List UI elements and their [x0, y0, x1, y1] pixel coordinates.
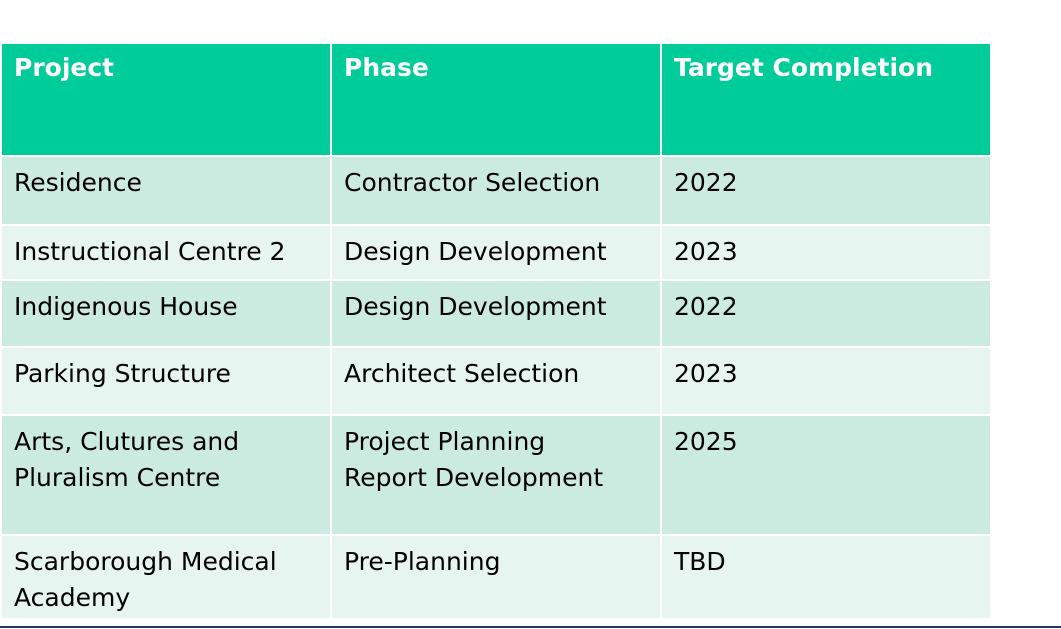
table-cell: 2023: [660, 224, 992, 281]
table-cell: Design Development: [330, 279, 662, 348]
header-row: Project Phase Target Completion: [0, 42, 992, 157]
table-cell: Design Development: [330, 224, 662, 281]
table-cell: Project Planning Report Development: [330, 414, 662, 536]
table-row: Instructional Centre 2 Design Development…: [0, 224, 992, 281]
table-cell: Pre-Planning: [330, 534, 662, 620]
table-cell: TBD: [660, 534, 992, 620]
table-row: Arts, Clutures and Pluralism Centre Proje…: [0, 414, 992, 536]
project-table: Project Phase Target Completion Residence C…: [0, 42, 992, 620]
table-cell: 2023: [660, 346, 992, 416]
header-cell: Project: [0, 42, 332, 157]
table-cell: Parking Structure: [0, 346, 332, 416]
table-body: Residence Contractor Selection 2022 Instruc…: [0, 155, 992, 620]
table-cell: 2025: [660, 414, 992, 536]
table-row: Parking Structure Architect Selection 2023: [0, 346, 992, 416]
table-cell: Instructional Centre 2: [0, 224, 332, 281]
table-row: Indigenous House Design Development 2022: [0, 279, 992, 348]
table-cell: Residence: [0, 155, 332, 226]
bottom-rule: [0, 626, 1061, 628]
header-cell: Phase: [330, 42, 662, 157]
table-cell: Indigenous House: [0, 279, 332, 348]
table-row: Scarborough Medical Academy Pre-Planning T…: [0, 534, 992, 620]
header-cell: Target Completion: [660, 42, 992, 157]
table-cell: Arts, Clutures and Pluralism Centre: [0, 414, 332, 536]
table-cell: 2022: [660, 155, 992, 226]
table-cell: 2022: [660, 279, 992, 348]
table-cell: Scarborough Medical Academy: [0, 534, 332, 620]
table-row: Residence Contractor Selection 2022: [0, 155, 992, 226]
table-cell: Contractor Selection: [330, 155, 662, 226]
table-cell: Architect Selection: [330, 346, 662, 416]
